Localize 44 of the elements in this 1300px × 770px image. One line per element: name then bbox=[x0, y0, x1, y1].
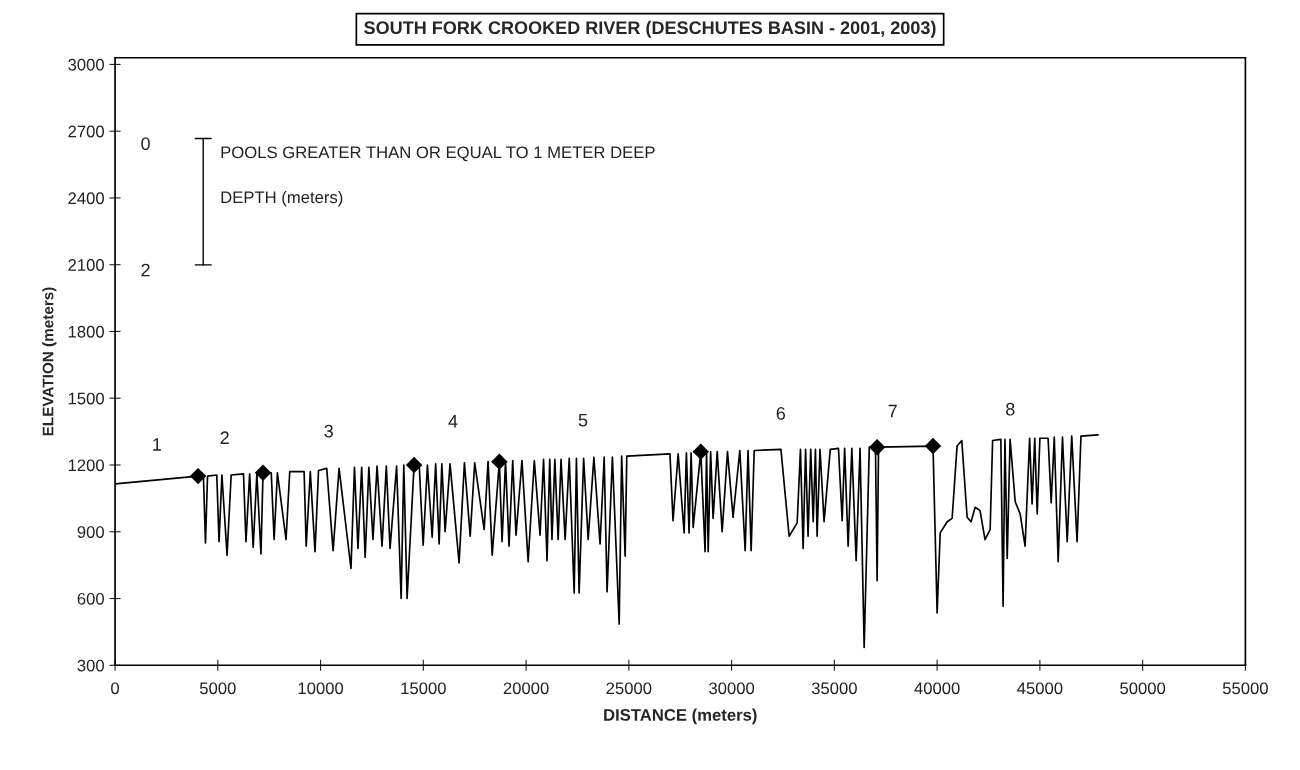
y-tick-label: 2700 bbox=[68, 125, 104, 138]
point bbox=[692, 443, 709, 460]
annotation: 1 bbox=[153, 438, 162, 451]
x-tick-label: 20000 bbox=[503, 682, 549, 695]
x-tick-label: 35000 bbox=[811, 682, 857, 695]
annotation: POOLS GREATER THAN OR EQUAL TO 1 METER DEEP bbox=[221, 146, 655, 162]
y-tick-label: 1500 bbox=[68, 392, 104, 405]
y-axis-title: ELEVATION (meters) bbox=[42, 287, 57, 436]
x-tick-label: 5000 bbox=[199, 682, 236, 695]
chart-title: SOUTH FORK CROOKED RIVER (DESCHUTES BASIN - 2001, 2003) bbox=[364, 20, 936, 38]
point bbox=[868, 438, 886, 456]
annotation: 2 bbox=[220, 431, 229, 444]
point bbox=[491, 453, 508, 470]
annotation: 7 bbox=[888, 404, 897, 418]
y-tick-label: 2100 bbox=[68, 259, 104, 271]
annotation: DEPTH (meters) bbox=[221, 190, 343, 207]
x-tick-label: 30000 bbox=[709, 682, 755, 695]
y-tick-label: 3000 bbox=[68, 58, 104, 71]
annotation: 0 bbox=[141, 137, 150, 151]
annotation: 8 bbox=[1006, 402, 1015, 416]
annotation: 2 bbox=[141, 263, 150, 277]
point bbox=[254, 464, 272, 481]
y-tick-label: 2400 bbox=[68, 192, 104, 205]
x-axis-title: DISTANCE (meters) bbox=[604, 708, 757, 725]
y-tick-label: 300 bbox=[77, 659, 104, 672]
y-tick-label: 600 bbox=[77, 592, 104, 605]
annotation: 4 bbox=[448, 415, 458, 428]
point bbox=[405, 456, 423, 474]
annotation: 5 bbox=[578, 413, 588, 427]
x-tick-label: 25000 bbox=[606, 682, 652, 695]
x-tick-label: 0 bbox=[111, 682, 120, 695]
y-tick-label: 900 bbox=[77, 526, 104, 538]
x-tick-label: 10000 bbox=[298, 682, 344, 695]
x-tick-label: 40000 bbox=[914, 682, 960, 695]
x-tick-label: 45000 bbox=[1017, 682, 1063, 695]
point bbox=[924, 437, 942, 455]
y-tick-label: 1200 bbox=[68, 459, 104, 472]
x-tick-label: 50000 bbox=[1120, 682, 1166, 695]
x-tick-label: 55000 bbox=[1222, 682, 1268, 695]
x-tick-label: 15000 bbox=[401, 682, 446, 695]
point bbox=[189, 467, 207, 485]
annotation: 6 bbox=[776, 407, 786, 420]
y-tick-label: 1800 bbox=[68, 325, 104, 338]
annotation: 3 bbox=[324, 424, 333, 438]
